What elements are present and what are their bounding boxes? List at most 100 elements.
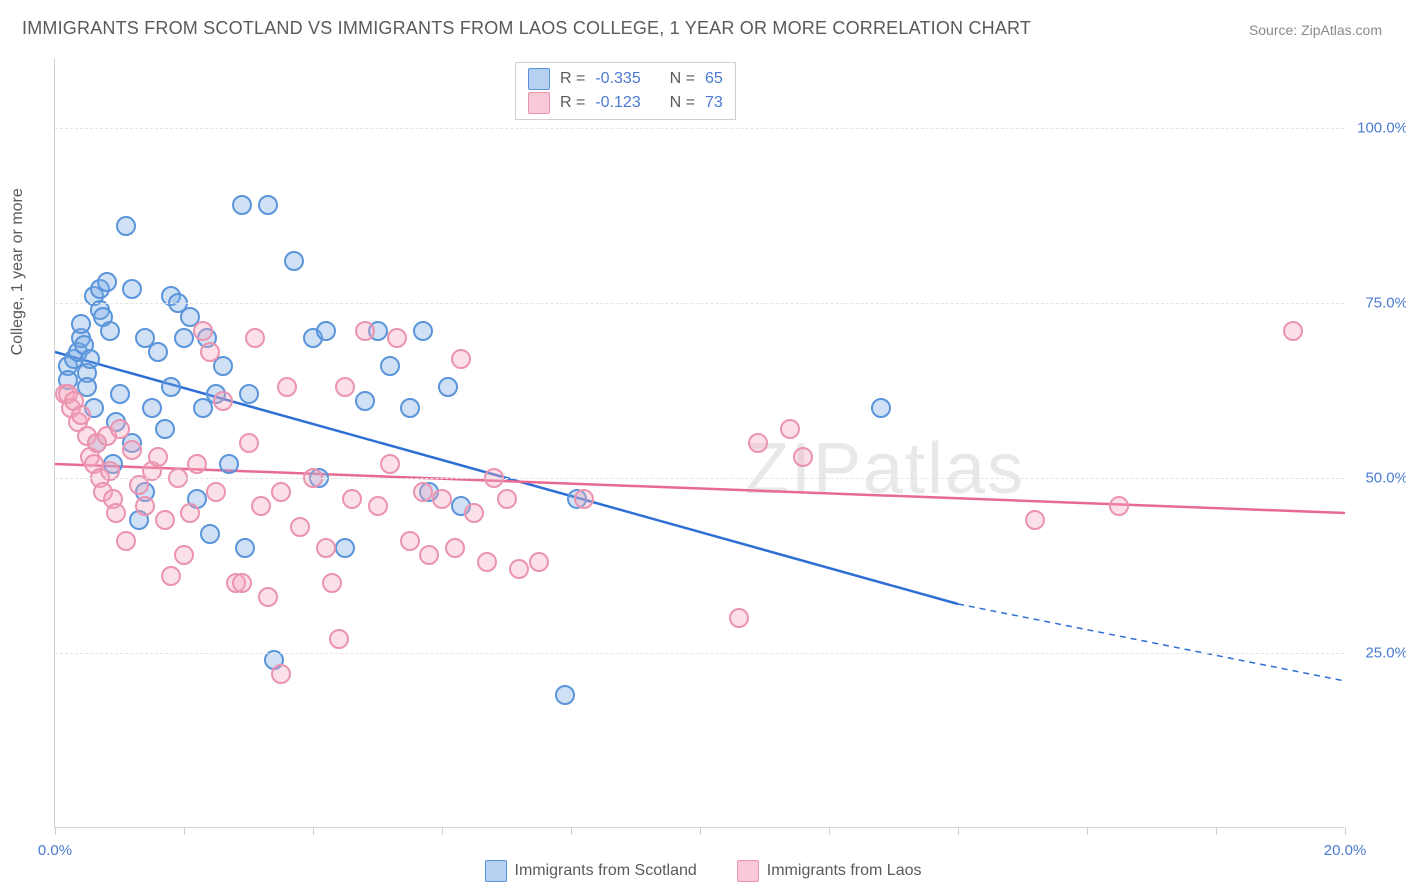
point-scotland [71,314,91,334]
point-scotland [97,272,117,292]
point-laos [1283,321,1303,341]
point-scotland [232,195,252,215]
legend-n-label: N = [670,70,695,88]
point-laos [155,510,175,530]
point-scotland [122,279,142,299]
point-laos [1109,496,1129,516]
point-scotland [148,342,168,362]
point-laos [451,349,471,369]
legend-r-label: R = [560,94,585,112]
legend-n-label: N = [670,94,695,112]
point-laos [174,545,194,565]
point-laos [258,587,278,607]
point-laos [271,482,291,502]
xtick [442,827,443,835]
point-laos [574,489,594,509]
xtick [958,827,959,835]
point-laos [148,447,168,467]
point-laos [780,419,800,439]
gridline [55,303,1344,304]
point-laos [161,566,181,586]
point-scotland [100,321,120,341]
point-laos [335,377,355,397]
xtick-label: 20.0% [1324,842,1367,859]
point-scotland [284,251,304,271]
point-laos [71,405,91,425]
point-scotland [219,454,239,474]
point-laos [445,538,465,558]
point-laos [116,531,136,551]
xtick [184,827,185,835]
xtick [829,827,830,835]
gridline [55,653,1344,654]
point-laos [464,503,484,523]
point-laos [432,489,452,509]
point-laos [122,440,142,460]
swatch-pink-icon [528,92,550,114]
point-laos [748,433,768,453]
point-laos [355,321,375,341]
xtick [1087,827,1088,835]
point-laos [387,328,407,348]
point-laos [232,573,252,593]
point-laos [106,503,126,523]
trend-line [55,464,1345,513]
watermark-text: ZIPatlas [745,428,1025,510]
point-laos [497,489,517,509]
point-scotland [413,321,433,341]
point-scotland [335,538,355,558]
bottom-legend: Immigrants from Scotland Immigrants from… [0,860,1406,882]
swatch-blue-icon [485,860,507,882]
point-laos [251,496,271,516]
point-scotland [80,349,100,369]
gridline [55,128,1344,129]
legend-n-value-scotland: 65 [705,70,723,88]
point-scotland [239,384,259,404]
xtick [1216,827,1217,835]
point-laos [342,489,362,509]
point-scotland [174,328,194,348]
point-scotland [355,391,375,411]
legend-n-value-laos: 73 [705,94,723,112]
point-scotland [400,398,420,418]
point-scotland [258,195,278,215]
point-laos [110,419,130,439]
point-laos [239,433,259,453]
point-laos [206,482,226,502]
xtick-label: 0.0% [38,842,72,859]
point-laos [316,538,336,558]
xtick [571,827,572,835]
point-laos [400,531,420,551]
point-laos [193,321,213,341]
trend-line-extrapolated [958,604,1345,681]
swatch-blue-icon [528,68,550,90]
point-laos [322,573,342,593]
gridline [55,478,1344,479]
ytick-label: 50.0% [1365,470,1406,487]
point-laos [329,629,349,649]
point-laos [793,447,813,467]
point-laos [187,454,207,474]
point-scotland [142,398,162,418]
point-scotland [110,384,130,404]
point-scotland [235,538,255,558]
point-laos [277,377,297,397]
point-laos [271,664,291,684]
swatch-pink-icon [737,860,759,882]
legend-r-label: R = [560,70,585,88]
point-scotland [380,356,400,376]
legend-r-value-scotland: -0.335 [595,70,640,88]
legend-item-laos: Immigrants from Laos [737,860,922,882]
legend-row-laos: R = -0.123 N = 73 [528,91,723,115]
point-laos [213,391,233,411]
point-laos [729,608,749,628]
xtick [1345,827,1346,835]
point-laos [290,517,310,537]
chart-title: IMMIGRANTS FROM SCOTLAND VS IMMIGRANTS F… [22,18,1031,39]
point-laos [413,482,433,502]
point-laos [380,454,400,474]
ytick-label: 75.0% [1365,295,1406,312]
point-laos [368,496,388,516]
point-scotland [161,377,181,397]
legend-label-scotland: Immigrants from Scotland [515,862,697,880]
